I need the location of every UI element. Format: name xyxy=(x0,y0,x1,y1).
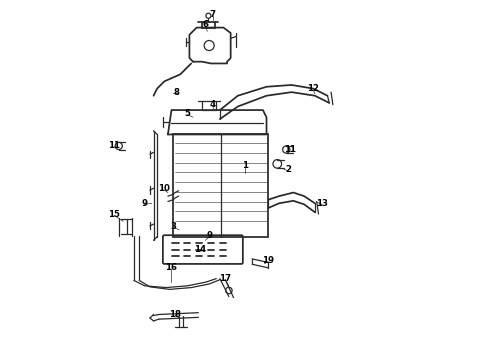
Text: 11: 11 xyxy=(284,145,296,154)
Text: 1: 1 xyxy=(242,161,248,170)
Text: 13: 13 xyxy=(316,199,328,208)
Text: 16: 16 xyxy=(166,264,177,273)
Text: 17: 17 xyxy=(219,274,231,283)
Text: 14: 14 xyxy=(194,246,206,255)
Text: 7: 7 xyxy=(210,10,216,19)
Bar xyxy=(173,134,269,237)
Text: 9: 9 xyxy=(206,231,212,240)
Text: 4: 4 xyxy=(210,100,216,109)
Text: 15: 15 xyxy=(108,210,120,219)
Text: 2: 2 xyxy=(285,165,291,174)
Text: 18: 18 xyxy=(169,310,181,319)
Text: 6: 6 xyxy=(202,19,209,28)
Text: 9: 9 xyxy=(142,199,147,208)
Text: 11: 11 xyxy=(108,141,120,150)
Text: 10: 10 xyxy=(158,184,170,193)
Text: 3: 3 xyxy=(171,222,176,231)
Text: 12: 12 xyxy=(307,84,319,93)
Text: 5: 5 xyxy=(185,109,191,118)
Text: 19: 19 xyxy=(262,256,274,265)
Text: 8: 8 xyxy=(174,87,180,96)
